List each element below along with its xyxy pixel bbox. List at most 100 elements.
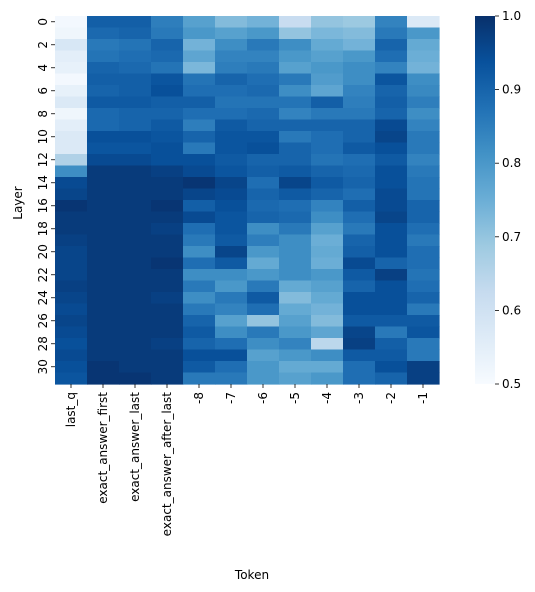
heatmap-cell xyxy=(407,315,440,328)
heatmap-cell xyxy=(279,246,312,259)
heatmap-cell xyxy=(119,85,152,98)
heatmap-cell xyxy=(279,96,312,109)
heatmap-cell xyxy=(151,211,184,224)
heatmap-cell xyxy=(87,234,120,247)
heatmap-cell xyxy=(279,361,312,374)
heatmap-cell xyxy=(279,16,312,29)
heatmap-cell xyxy=(55,246,88,259)
heatmap-cell xyxy=(407,39,440,52)
heatmap-cell xyxy=(183,361,216,374)
heatmap-cell xyxy=(55,142,88,155)
heatmap-cell xyxy=(311,177,344,190)
heatmap-cell xyxy=(87,257,120,270)
colorbar-tick-label: 1.0 xyxy=(502,9,521,23)
heatmap-cell xyxy=(247,269,280,282)
heatmap-cell xyxy=(215,338,248,351)
y-tick-label: 12 xyxy=(36,152,50,167)
heatmap-cell xyxy=(183,165,216,178)
heatmap-cell xyxy=(119,50,152,63)
heatmap-cell xyxy=(343,131,376,144)
heatmap-cell xyxy=(55,349,88,362)
heatmap-cell xyxy=(55,338,88,351)
heatmap-cell xyxy=(247,246,280,259)
heatmap-cell xyxy=(311,211,344,224)
heatmap-cell xyxy=(375,27,408,40)
heatmap-cell xyxy=(279,234,312,247)
y-tick-label: 0 xyxy=(36,18,50,26)
heatmap-cell xyxy=(407,16,440,29)
heatmap-cell xyxy=(247,39,280,52)
heatmap-cell xyxy=(183,315,216,328)
heatmap-cell xyxy=(151,361,184,374)
heatmap-cell xyxy=(119,177,152,190)
colorbar-tick-label: 0.6 xyxy=(502,303,521,317)
heatmap-cell xyxy=(55,154,88,167)
heatmap-cell xyxy=(183,326,216,339)
heatmap-cell xyxy=(407,131,440,144)
heatmap-cell xyxy=(407,303,440,316)
heatmap-cell xyxy=(247,119,280,132)
heatmap-cell xyxy=(375,96,408,109)
heatmap-cell xyxy=(343,50,376,63)
heatmap-cell xyxy=(311,188,344,201)
heatmap-cell xyxy=(87,165,120,178)
heatmap-cell xyxy=(87,292,120,305)
heatmap-cell xyxy=(375,119,408,132)
heatmap-cell xyxy=(343,39,376,52)
heatmap-cell xyxy=(183,154,216,167)
heatmap-cell xyxy=(343,85,376,98)
heatmap-cell xyxy=(311,223,344,236)
heatmap-cell xyxy=(183,39,216,52)
heatmap-cell xyxy=(87,188,120,201)
x-tick-label: exact_answer_after_last xyxy=(160,392,174,537)
colorbar-tick-label: 0.5 xyxy=(502,377,521,391)
heatmap-cell xyxy=(279,211,312,224)
y-tick-label: 30 xyxy=(36,359,50,374)
heatmap-cell xyxy=(87,326,120,339)
heatmap-cell xyxy=(311,50,344,63)
heatmap-cell xyxy=(311,234,344,247)
heatmap-cell xyxy=(375,73,408,86)
heatmap-cell xyxy=(215,200,248,213)
y-tick-label: 22 xyxy=(36,267,50,282)
heatmap-cell xyxy=(279,142,312,155)
heatmap-cell xyxy=(215,280,248,293)
heatmap-cell xyxy=(151,27,184,40)
heatmap-cell xyxy=(55,108,88,121)
heatmap-cell xyxy=(375,257,408,270)
heatmap-cell xyxy=(247,108,280,121)
heatmap-cell xyxy=(119,188,152,201)
heatmap-cell xyxy=(247,188,280,201)
heatmap-cell xyxy=(151,39,184,52)
heatmap-cell xyxy=(279,177,312,190)
heatmap-cell xyxy=(375,269,408,282)
heatmap-cell xyxy=(215,165,248,178)
heatmap-cell xyxy=(343,349,376,362)
heatmap-cell xyxy=(375,338,408,351)
heatmap-cells xyxy=(55,16,440,385)
heatmap-cell xyxy=(87,16,120,29)
heatmap-cell xyxy=(183,280,216,293)
heatmap-cell xyxy=(407,165,440,178)
heatmap-cell xyxy=(343,223,376,236)
heatmap-cell xyxy=(311,280,344,293)
heatmap-cell xyxy=(279,85,312,98)
heatmap-cell xyxy=(311,246,344,259)
x-tick-label: -3 xyxy=(352,392,366,404)
heatmap-cell xyxy=(311,257,344,270)
heatmap-cell xyxy=(343,269,376,282)
heatmap-cell xyxy=(183,119,216,132)
heatmap-cell xyxy=(151,85,184,98)
heatmap-cell xyxy=(343,96,376,109)
heatmap-cell xyxy=(279,165,312,178)
y-tick-label: 26 xyxy=(36,313,50,328)
heatmap-cell xyxy=(375,349,408,362)
heatmap-cell xyxy=(311,326,344,339)
heatmap-cell xyxy=(183,223,216,236)
heatmap-cell xyxy=(279,338,312,351)
heatmap-cell xyxy=(407,372,440,385)
heatmap-cell xyxy=(119,349,152,362)
x-tick-label: exact_answer_first xyxy=(96,392,110,504)
heatmap-cell xyxy=(247,96,280,109)
heatmap-cell xyxy=(215,326,248,339)
